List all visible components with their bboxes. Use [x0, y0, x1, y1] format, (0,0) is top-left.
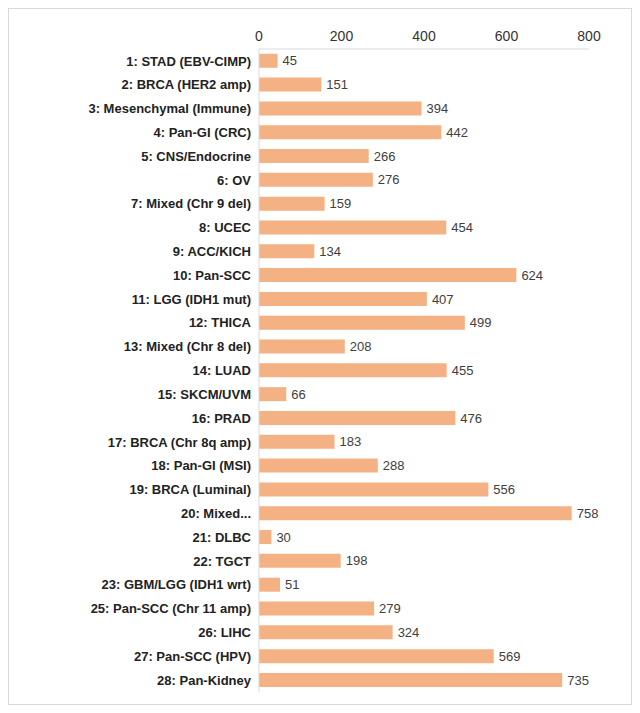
svg-text:276: 276 [378, 172, 400, 187]
svg-text:569: 569 [499, 649, 521, 664]
svg-text:5: CNS/Endocrine: 5: CNS/Endocrine [141, 149, 251, 164]
svg-text:198: 198 [346, 553, 368, 568]
svg-text:15: SKCM/UVM: 15: SKCM/UVM [158, 387, 251, 402]
svg-text:454: 454 [451, 220, 473, 235]
svg-text:455: 455 [452, 363, 474, 378]
svg-text:9: ACC/KICH: 9: ACC/KICH [173, 244, 251, 259]
svg-text:499: 499 [470, 315, 492, 330]
svg-text:6: OV: 6: OV [217, 173, 251, 188]
svg-text:18: Pan-GI (MSI): 18: Pan-GI (MSI) [151, 458, 251, 473]
svg-text:23: GBM/LGG (IDH1 wrt): 23: GBM/LGG (IDH1 wrt) [101, 577, 251, 592]
svg-text:45: 45 [283, 53, 297, 68]
svg-text:17: BRCA (Chr 8q amp): 17: BRCA (Chr 8q amp) [108, 435, 251, 450]
svg-text:16: PRAD: 16: PRAD [192, 411, 251, 426]
svg-text:735: 735 [567, 673, 589, 688]
svg-text:758: 758 [577, 506, 599, 521]
svg-text:3: Mesenchymal (Immune): 3: Mesenchymal (Immune) [88, 101, 251, 116]
svg-text:14: LUAD: 14: LUAD [192, 363, 251, 378]
svg-text:600: 600 [495, 28, 519, 44]
svg-text:266: 266 [374, 149, 396, 164]
svg-text:1: STAD (EBV-CIMP): 1: STAD (EBV-CIMP) [126, 54, 251, 69]
svg-text:200: 200 [330, 28, 354, 44]
svg-text:183: 183 [339, 434, 361, 449]
svg-text:27: Pan-SCC (HPV): 27: Pan-SCC (HPV) [134, 649, 251, 664]
svg-text:2: BRCA (HER2 amp): 2: BRCA (HER2 amp) [121, 77, 251, 92]
svg-text:19: BRCA (Luminal): 19: BRCA (Luminal) [129, 482, 251, 497]
svg-text:208: 208 [350, 339, 372, 354]
svg-text:407: 407 [432, 292, 454, 307]
svg-text:288: 288 [383, 458, 405, 473]
svg-text:4: Pan-GI (CRC): 4: Pan-GI (CRC) [154, 125, 252, 140]
svg-text:159: 159 [330, 196, 352, 211]
svg-text:21: DLBC: 21: DLBC [192, 530, 251, 545]
svg-text:7: Mixed (Chr 9 del): 7: Mixed (Chr 9 del) [131, 196, 251, 211]
svg-text:12: THICA: 12: THICA [189, 315, 252, 330]
svg-text:11: LGG (IDH1 mut): 11: LGG (IDH1 mut) [132, 292, 251, 307]
svg-text:134: 134 [319, 244, 341, 259]
svg-text:22: TGCT: 22: TGCT [193, 554, 251, 569]
svg-text:476: 476 [460, 411, 482, 426]
svg-text:400: 400 [412, 28, 436, 44]
svg-text:30: 30 [276, 530, 290, 545]
svg-text:151: 151 [326, 77, 348, 92]
svg-text:279: 279 [379, 601, 401, 616]
svg-text:25: Pan-SCC (Chr 11 amp): 25: Pan-SCC (Chr 11 amp) [91, 601, 251, 616]
svg-text:624: 624 [521, 268, 543, 283]
svg-text:394: 394 [427, 101, 449, 116]
svg-text:51: 51 [285, 577, 299, 592]
svg-text:13: Mixed (Chr 8 del): 13: Mixed (Chr 8 del) [124, 339, 251, 354]
svg-text:324: 324 [398, 625, 420, 640]
svg-text:800: 800 [577, 28, 601, 44]
svg-text:66: 66 [291, 387, 305, 402]
svg-text:442: 442 [446, 125, 468, 140]
svg-text:28: Pan-Kidney: 28: Pan-Kidney [157, 673, 252, 688]
svg-text:556: 556 [493, 482, 515, 497]
svg-text:20: Mixed...: 20: Mixed... [181, 506, 251, 521]
svg-text:8: UCEC: 8: UCEC [199, 220, 252, 235]
svg-text:0: 0 [255, 28, 263, 44]
svg-text:10: Pan-SCC: 10: Pan-SCC [173, 268, 252, 283]
svg-text:26: LIHC: 26: LIHC [198, 625, 251, 640]
